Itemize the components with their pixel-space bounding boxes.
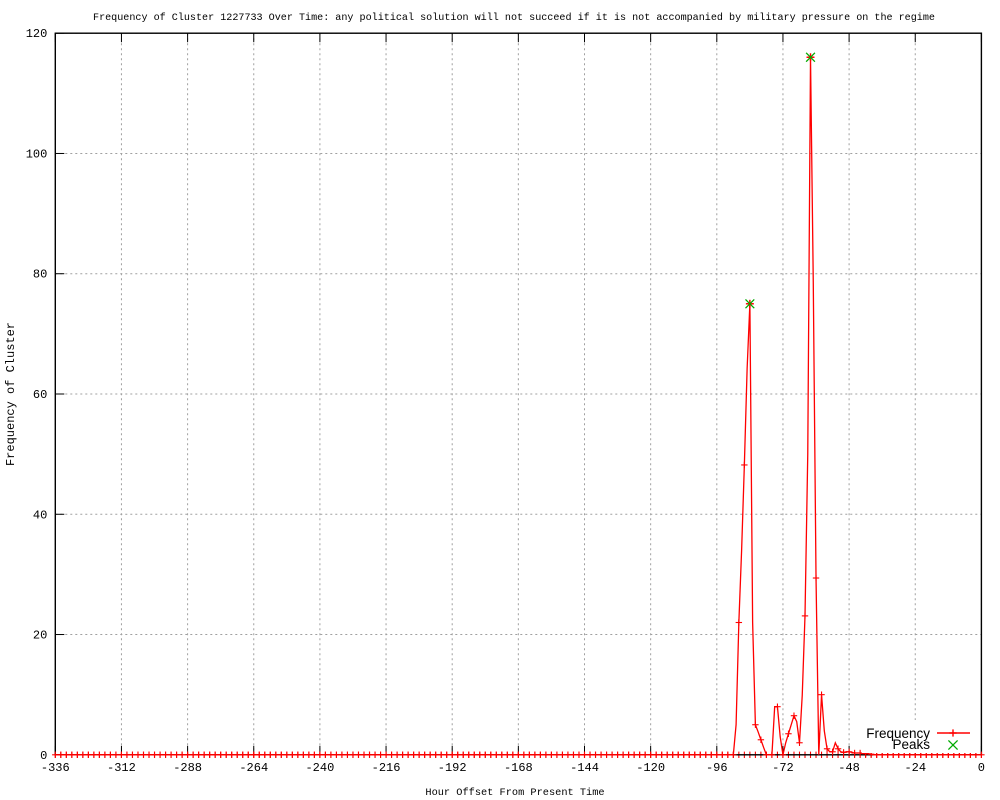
svg-text:-24: -24 — [904, 761, 926, 775]
svg-text:-120: -120 — [636, 761, 665, 775]
svg-text:-168: -168 — [504, 761, 533, 775]
svg-text:0: 0 — [978, 761, 985, 775]
svg-text:-96: -96 — [706, 761, 728, 775]
svg-text:-72: -72 — [772, 761, 794, 775]
svg-text:-312: -312 — [107, 761, 136, 775]
svg-text:40: 40 — [33, 508, 47, 522]
svg-text:80: 80 — [33, 268, 47, 282]
svg-text:-240: -240 — [305, 761, 334, 775]
svg-text:20: 20 — [33, 629, 47, 643]
svg-text:-216: -216 — [372, 761, 401, 775]
svg-text:100: 100 — [26, 147, 48, 161]
svg-text:-336: -336 — [41, 761, 70, 775]
svg-text:-192: -192 — [438, 761, 467, 775]
svg-text:Hour Offset From Present Time: Hour Offset From Present Time — [425, 787, 604, 799]
svg-text:-264: -264 — [239, 761, 268, 775]
svg-text:-48: -48 — [838, 761, 860, 775]
svg-text:Peaks: Peaks — [892, 737, 930, 752]
svg-text:Frequency of Cluster: Frequency of Cluster — [4, 322, 18, 466]
svg-text:120: 120 — [26, 27, 48, 41]
svg-text:-144: -144 — [570, 761, 599, 775]
svg-text:60: 60 — [33, 388, 47, 402]
svg-text:-288: -288 — [173, 761, 202, 775]
